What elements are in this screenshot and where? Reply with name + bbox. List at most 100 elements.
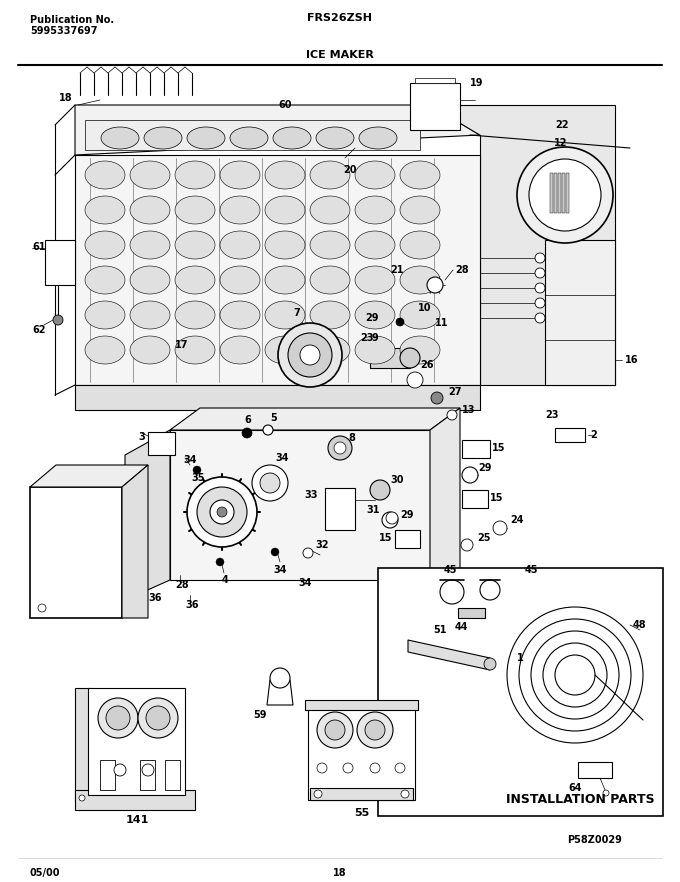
Polygon shape [75,688,90,802]
Polygon shape [545,240,615,385]
Polygon shape [75,790,195,810]
Ellipse shape [175,266,215,294]
Polygon shape [122,465,148,618]
Text: 2: 2 [590,430,597,440]
Circle shape [395,763,405,773]
Circle shape [517,147,613,243]
Ellipse shape [130,336,170,364]
Ellipse shape [400,301,440,329]
Ellipse shape [175,161,215,189]
Ellipse shape [85,301,125,329]
Circle shape [535,313,545,323]
Text: 22: 22 [555,120,568,130]
Text: 05/00: 05/00 [30,868,61,878]
Polygon shape [100,760,115,790]
Ellipse shape [265,161,305,189]
Circle shape [217,507,227,517]
Circle shape [278,323,342,387]
Polygon shape [415,78,455,83]
Ellipse shape [310,161,350,189]
Bar [562,173,565,213]
Ellipse shape [220,161,260,189]
Bar [550,173,553,213]
Ellipse shape [130,266,170,294]
Polygon shape [85,120,420,150]
Text: 34: 34 [275,453,288,463]
Text: 19: 19 [470,78,483,88]
Circle shape [210,500,234,524]
Circle shape [142,764,154,776]
Circle shape [370,480,390,500]
Text: 18: 18 [333,868,347,878]
Polygon shape [555,428,585,442]
Circle shape [216,558,224,566]
Text: 31: 31 [367,505,380,515]
Circle shape [396,318,404,326]
Circle shape [461,539,473,551]
Polygon shape [462,440,490,458]
Text: 15: 15 [490,493,503,503]
Circle shape [38,604,46,612]
Polygon shape [370,348,410,368]
Circle shape [79,795,85,801]
Circle shape [114,764,126,776]
Circle shape [197,487,247,537]
Ellipse shape [355,301,395,329]
Text: 15: 15 [492,443,505,453]
Ellipse shape [310,266,350,294]
Ellipse shape [130,301,170,329]
Ellipse shape [175,301,215,329]
Polygon shape [30,465,148,487]
Text: 6: 6 [245,415,252,425]
Circle shape [334,442,346,454]
Text: 18: 18 [59,93,73,103]
Circle shape [252,465,288,501]
Circle shape [407,372,423,388]
Text: 44: 44 [455,622,469,632]
Text: 13: 13 [462,405,475,415]
Ellipse shape [265,231,305,259]
Polygon shape [308,705,415,800]
Ellipse shape [101,127,139,149]
Polygon shape [75,155,480,385]
Circle shape [370,763,380,773]
Text: 33: 33 [305,490,318,500]
Circle shape [357,712,393,748]
Circle shape [98,698,138,738]
Ellipse shape [85,196,125,224]
Circle shape [382,512,398,528]
Circle shape [343,763,353,773]
Polygon shape [267,680,293,705]
Text: 34: 34 [298,578,311,588]
Text: 11: 11 [435,318,449,328]
Text: 29: 29 [478,463,492,473]
Circle shape [603,790,609,796]
Polygon shape [458,608,485,618]
Polygon shape [170,408,460,430]
Ellipse shape [355,266,395,294]
Ellipse shape [220,336,260,364]
Ellipse shape [265,196,305,224]
Text: 45: 45 [443,565,457,575]
Circle shape [401,790,409,798]
Text: P58Z0029: P58Z0029 [568,835,622,845]
Text: 29: 29 [400,510,413,520]
Ellipse shape [85,231,125,259]
Bar [554,173,557,213]
Text: 12: 12 [554,138,568,148]
Text: 4: 4 [222,575,228,585]
Circle shape [447,410,457,420]
Text: 36: 36 [185,600,199,610]
Ellipse shape [265,336,305,364]
Circle shape [535,283,545,293]
Text: 23: 23 [360,333,373,343]
Circle shape [288,333,332,377]
Circle shape [365,720,385,740]
Ellipse shape [400,266,440,294]
Polygon shape [75,385,480,410]
Circle shape [317,763,327,773]
Bar [566,173,569,213]
Circle shape [193,466,201,474]
Text: 3: 3 [138,432,145,442]
Ellipse shape [85,161,125,189]
